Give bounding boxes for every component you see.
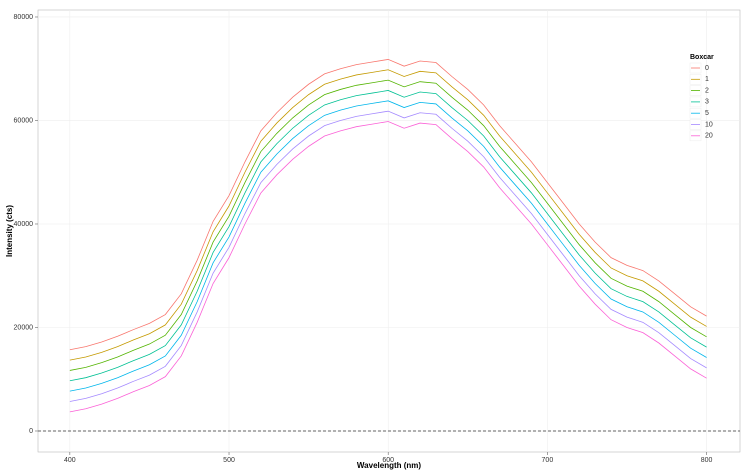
legend-label: 0	[705, 65, 709, 72]
legend-label: 2	[705, 87, 709, 94]
y-tick-label: 0	[29, 428, 33, 435]
series-line	[69, 90, 707, 382]
legend-label: 10	[705, 121, 713, 128]
legend-label: 20	[705, 133, 713, 140]
y-tick-label: 40000	[14, 221, 34, 228]
y-axis-title: Intensity (cts)	[5, 205, 14, 257]
series-line	[69, 121, 707, 413]
series-line	[69, 100, 707, 392]
series-line	[69, 69, 707, 361]
x-tick-label: 500	[223, 457, 235, 464]
legend-label: 3	[705, 99, 709, 106]
y-tick-label: 60000	[14, 117, 34, 124]
legend-label: 1	[705, 76, 709, 83]
series-line	[69, 79, 707, 371]
y-tick-label: 20000	[14, 324, 34, 331]
x-tick-label: 400	[64, 457, 76, 464]
series-line	[69, 59, 707, 351]
x-tick-label: 800	[701, 457, 713, 464]
series-line	[69, 110, 707, 402]
x-axis-title: Wavelength (nm)	[357, 461, 421, 470]
plot-panel	[37, 9, 741, 453]
y-tick-label: 80000	[14, 14, 34, 21]
x-tick-label: 700	[542, 457, 554, 464]
x-tick-label: 600	[382, 457, 394, 464]
legend-label: 5	[705, 110, 709, 117]
legend-title: Boxcar	[690, 54, 714, 61]
